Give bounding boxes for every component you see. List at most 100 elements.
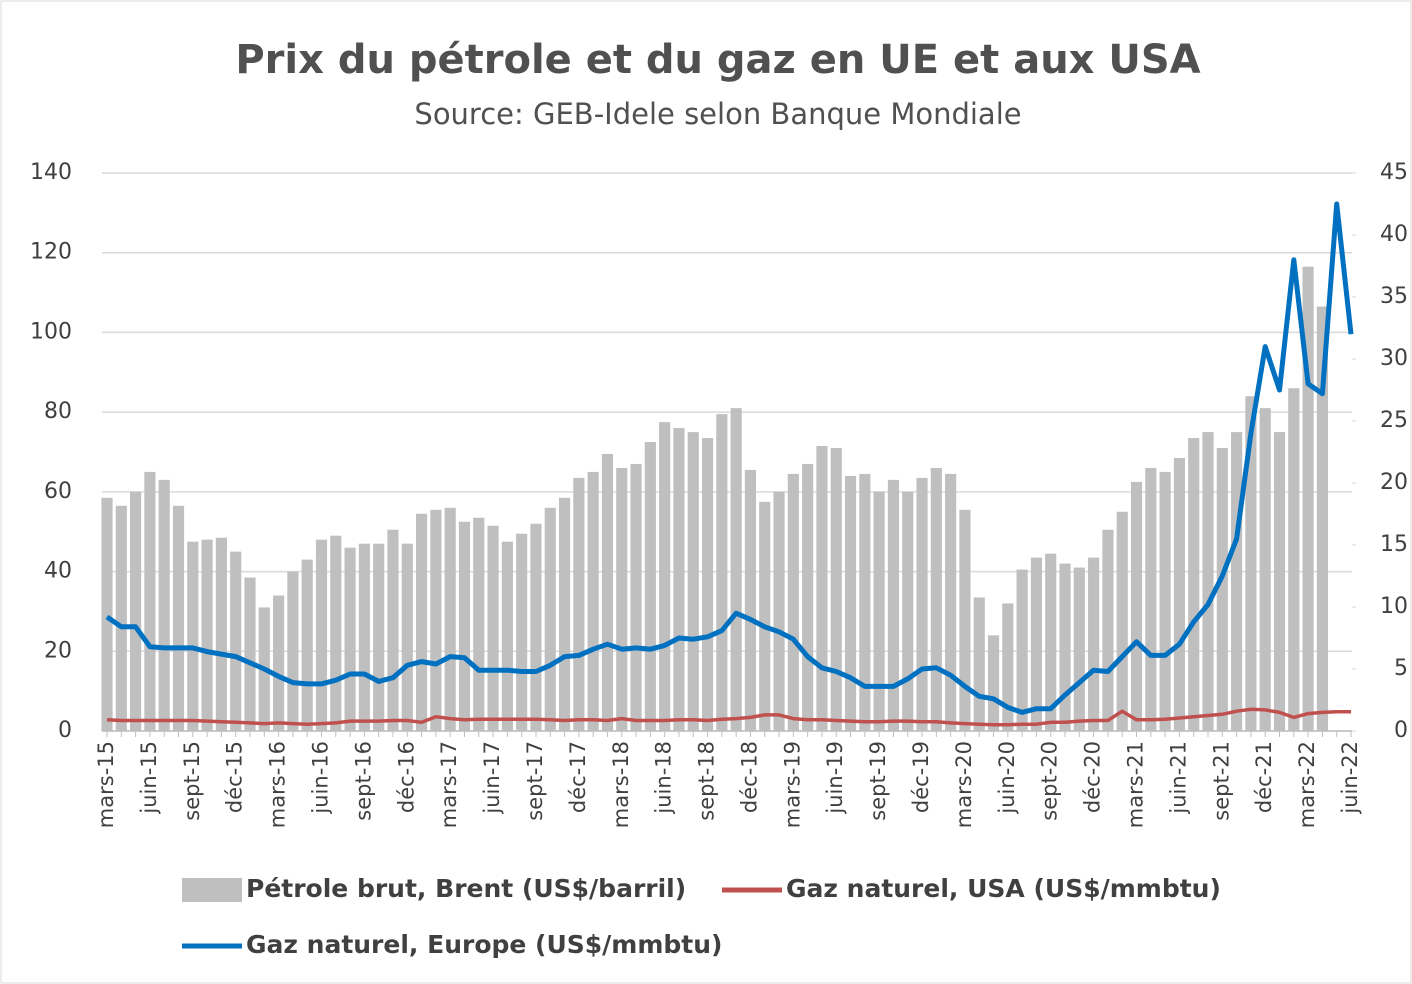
x-tick-label: juin-22 bbox=[1338, 741, 1362, 815]
x-tick-label: juin-20 bbox=[995, 741, 1019, 815]
bar bbox=[244, 577, 256, 731]
bar bbox=[816, 446, 828, 731]
x-tick-label: mars-20 bbox=[952, 741, 976, 828]
bar bbox=[415, 513, 428, 731]
bar bbox=[315, 539, 328, 731]
bar bbox=[830, 448, 842, 731]
y-tick-label: 80 bbox=[44, 399, 72, 424]
x-tick-label: déc-18 bbox=[737, 741, 761, 813]
bar bbox=[1245, 396, 1257, 731]
bar bbox=[401, 543, 413, 731]
x-tick-label: déc-17 bbox=[566, 741, 590, 813]
bar bbox=[1116, 511, 1128, 731]
bar bbox=[1173, 457, 1185, 731]
bar bbox=[716, 414, 728, 731]
x-tick-label: juin-15 bbox=[137, 741, 161, 815]
bar bbox=[959, 509, 971, 731]
y2-tick-label: 45 bbox=[1380, 160, 1408, 185]
bar bbox=[916, 477, 928, 731]
bar bbox=[430, 509, 442, 731]
bar bbox=[201, 539, 213, 731]
bar bbox=[630, 463, 642, 731]
bar bbox=[1302, 266, 1314, 731]
bar bbox=[573, 477, 585, 731]
bar bbox=[487, 525, 499, 731]
y2-tick-label: 30 bbox=[1380, 346, 1408, 371]
bar bbox=[873, 491, 885, 731]
bar bbox=[1030, 557, 1043, 731]
x-tick-label: juin-16 bbox=[308, 741, 332, 815]
bar bbox=[587, 471, 599, 731]
x-tick-label: mars-21 bbox=[1124, 741, 1148, 828]
bar bbox=[844, 475, 857, 731]
bar bbox=[215, 537, 227, 731]
bar bbox=[644, 442, 656, 731]
bar bbox=[1288, 388, 1300, 731]
bar bbox=[1088, 557, 1100, 731]
x-tick-label: déc-16 bbox=[394, 741, 418, 813]
x-tick-label: juin-18 bbox=[652, 741, 676, 815]
x-tick-label: déc-15 bbox=[223, 741, 247, 813]
x-tick-label: mars-16 bbox=[266, 741, 290, 828]
bar bbox=[701, 438, 714, 731]
x-tick-label: sept-21 bbox=[1209, 741, 1233, 821]
bar bbox=[544, 507, 556, 731]
bar bbox=[273, 595, 285, 731]
bar bbox=[1188, 438, 1200, 731]
bar bbox=[1102, 529, 1114, 731]
x-tick-label: juin-17 bbox=[480, 741, 504, 815]
bar bbox=[859, 473, 871, 731]
y-tick-label: 20 bbox=[44, 638, 72, 663]
bar bbox=[516, 533, 528, 731]
line-series bbox=[106, 707, 1351, 727]
bar bbox=[1159, 471, 1171, 731]
line-series bbox=[105, 201, 1354, 715]
legend-label: Gaz naturel, Europe (US$/mmbtu) bbox=[246, 930, 722, 959]
x-tick-label: sept-17 bbox=[523, 741, 547, 821]
x-tick-label: mars-18 bbox=[609, 741, 633, 828]
bar bbox=[1016, 569, 1028, 731]
bar bbox=[230, 551, 242, 731]
y2-tick-label: 5 bbox=[1394, 656, 1408, 681]
y-tick-label: 0 bbox=[58, 718, 72, 743]
bar bbox=[1273, 432, 1286, 731]
y2-tick-label: 25 bbox=[1380, 408, 1408, 433]
bar bbox=[973, 597, 985, 731]
legend-label: Gaz naturel, USA (US$/mmbtu) bbox=[786, 874, 1221, 903]
x-tick-label: déc-21 bbox=[1252, 741, 1276, 813]
y2-tick-label: 15 bbox=[1380, 532, 1408, 557]
bar bbox=[1059, 563, 1071, 731]
bar bbox=[373, 543, 385, 731]
chart-title: Prix du pétrole et du gaz en UE et aux U… bbox=[235, 37, 1200, 83]
bar bbox=[744, 469, 757, 731]
y2-tick-label: 0 bbox=[1394, 718, 1408, 743]
bar bbox=[158, 479, 170, 731]
bar bbox=[1130, 481, 1143, 731]
bar bbox=[802, 463, 814, 731]
bar bbox=[1002, 603, 1014, 731]
legend-swatch bbox=[182, 878, 242, 902]
bar bbox=[444, 507, 456, 731]
x-tick-label: sept-19 bbox=[866, 741, 890, 821]
bar bbox=[330, 535, 342, 731]
bar bbox=[787, 473, 799, 731]
bar bbox=[887, 479, 900, 731]
bar bbox=[387, 529, 399, 731]
bar bbox=[759, 501, 771, 731]
bar bbox=[101, 497, 113, 731]
x-tick-label: mars-19 bbox=[780, 741, 804, 828]
x-tick-label: sept-15 bbox=[180, 741, 204, 821]
bar bbox=[287, 571, 299, 731]
bar bbox=[1202, 432, 1214, 731]
x-tick-label: mars-15 bbox=[94, 741, 118, 828]
bar bbox=[1231, 432, 1243, 731]
x-tick-label: déc-19 bbox=[909, 741, 933, 813]
bar bbox=[773, 491, 785, 731]
bar bbox=[344, 547, 356, 731]
bar bbox=[1316, 306, 1328, 731]
y-tick-label: 100 bbox=[30, 319, 72, 344]
y-tick-label: 60 bbox=[44, 479, 72, 504]
bar bbox=[1073, 567, 1085, 731]
bar bbox=[659, 422, 671, 731]
bar bbox=[1259, 408, 1271, 731]
